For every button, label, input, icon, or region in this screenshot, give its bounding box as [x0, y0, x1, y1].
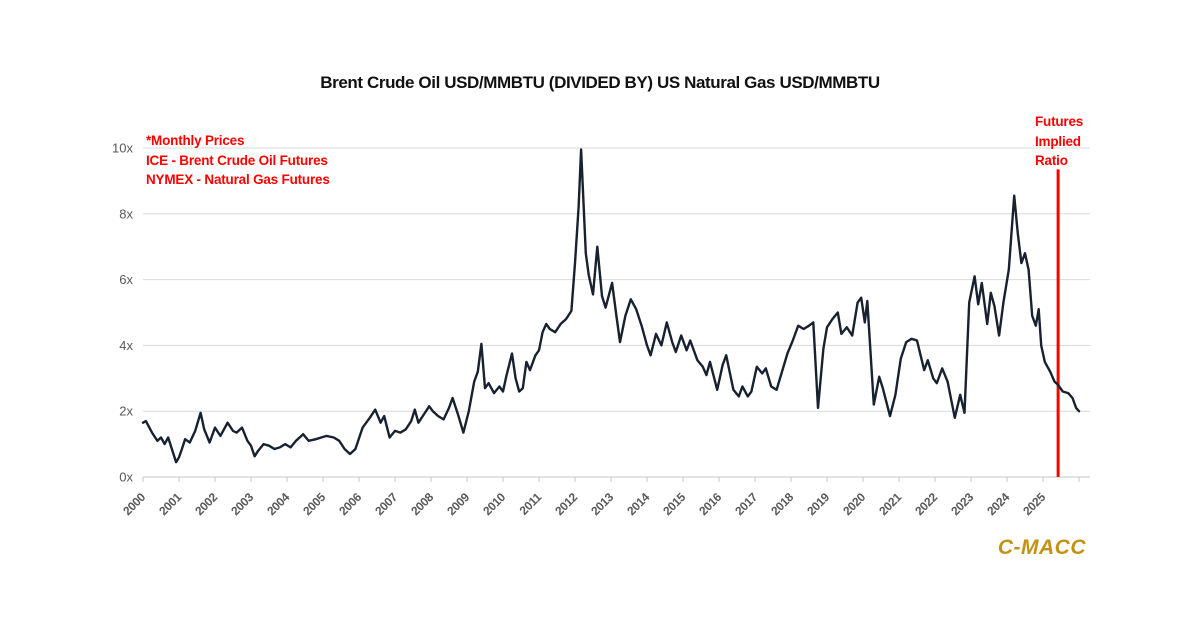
futures-label-line: Futures — [1035, 114, 1084, 129]
source-note: *Monthly Prices ICE - Brent Crude Oil Fu… — [146, 131, 330, 190]
futures-label-line: Ratio — [1035, 153, 1068, 168]
x-tick-label: 2007 — [372, 490, 400, 518]
source-note-line: ICE - Brent Crude Oil Futures — [146, 152, 328, 168]
x-tick-label: 2011 — [517, 490, 545, 518]
futures-label-line: Implied — [1035, 133, 1081, 149]
x-tick-label: 2015 — [660, 490, 688, 518]
x-tick-label: 2003 — [228, 490, 256, 518]
x-tick-label: 2000 — [120, 490, 148, 518]
x-tick-label: 2023 — [948, 490, 976, 518]
x-tick-label: 2021 — [876, 490, 904, 518]
y-tick-label: 6x — [119, 272, 133, 287]
x-tick-label: 2012 — [552, 490, 580, 518]
x-tick-label: 2025 — [1020, 490, 1048, 518]
y-tick-label: 0x — [119, 470, 133, 485]
y-tick-label: 10x — [112, 141, 133, 156]
x-tick-label: 2016 — [696, 490, 724, 518]
x-tick-label: 2002 — [192, 490, 220, 518]
x-tick-label: 2001 — [156, 490, 184, 518]
x-tick-label: 2019 — [804, 490, 832, 518]
x-tick-label: 2018 — [768, 490, 796, 518]
x-tick-label: 2010 — [480, 490, 508, 518]
x-tick-label: 2013 — [588, 490, 616, 518]
x-tick-label: 2004 — [264, 490, 292, 518]
x-tick-label: 2020 — [840, 490, 868, 518]
x-tick-label: 2014 — [624, 490, 652, 518]
y-tick-label: 2x — [119, 404, 133, 419]
cmacc-logo: C-MACC — [997, 536, 1086, 559]
x-tick-label: 2009 — [444, 490, 472, 518]
ratio-series-line — [141, 148, 1081, 464]
y-tick-label: 8x — [119, 206, 133, 221]
x-tick-label: 2017 — [732, 490, 760, 518]
x-tick-label: 2008 — [408, 490, 436, 518]
x-tick-label: 2005 — [300, 490, 328, 518]
y-tick-label: 4x — [119, 338, 133, 353]
source-note-line: NYMEX - Natural Gas Futures — [146, 172, 330, 187]
x-tick-label: 2006 — [336, 490, 364, 518]
futures-implied-ratio-label: Futures Implied Ratio — [1035, 112, 1083, 171]
chart-title: Brent Crude Oil USD/MMBTU (DIVIDED BY) U… — [320, 73, 880, 92]
source-note-line: *Monthly Prices — [146, 133, 245, 148]
x-tick-label: 2024 — [984, 490, 1012, 518]
x-tick-label: 2022 — [912, 490, 940, 518]
